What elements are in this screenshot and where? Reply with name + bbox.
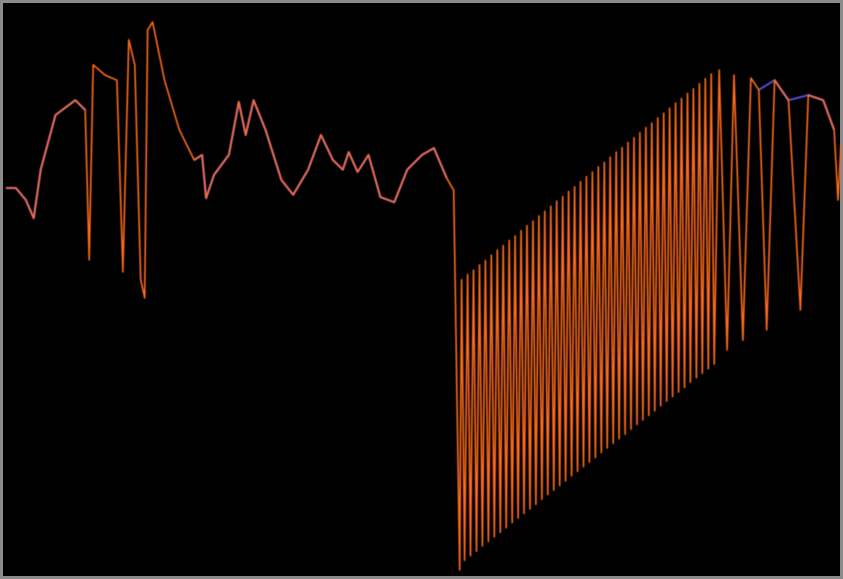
series-line: [6, 21, 842, 571]
